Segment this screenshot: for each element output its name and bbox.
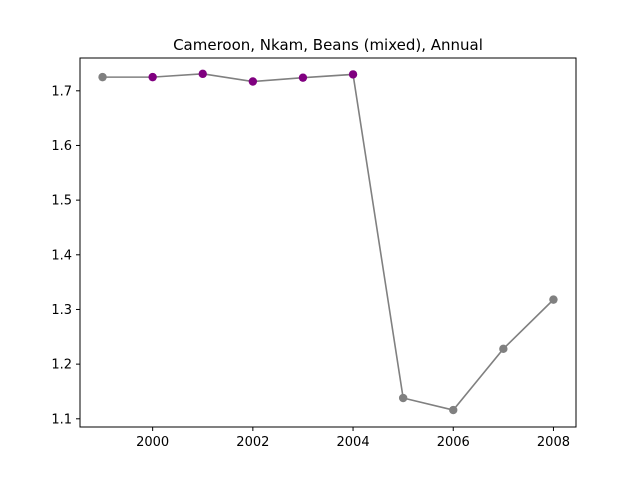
- y-tick-label: 1.7: [51, 84, 72, 99]
- y-tick-label: 1.6: [51, 139, 72, 154]
- y-tick-label: 1.1: [51, 412, 72, 427]
- data-point-2007: [499, 344, 508, 354]
- chart-title: Cameroon, Nkam, Beans (mixed), Annual: [173, 36, 483, 54]
- data-point-2004: [348, 70, 358, 79]
- series-line: [102, 73, 555, 411]
- data-point-2001: [198, 69, 207, 79]
- axes: 2000 2002 2004 2006 2008 1.1 1.2 1.3 1.4 1.5 1.6 1.…: [51, 84, 570, 450]
- data-point-2006: [449, 405, 458, 415]
- x-tick-label: 2002: [236, 435, 269, 450]
- data-point-1999: [98, 72, 107, 82]
- y-tick-label: 1.2: [51, 358, 72, 373]
- data-point-2002: [248, 77, 258, 86]
- plot-area: [98, 69, 558, 415]
- data-point-2000: [148, 72, 157, 82]
- y-tick-label: 1.5: [51, 194, 72, 209]
- axes-frame: [79, 57, 577, 428]
- y-tick-label: 1.4: [51, 248, 72, 263]
- x-tick-label: 2000: [136, 435, 169, 450]
- x-tick-label: 2004: [337, 435, 370, 450]
- data-point-2008: [549, 295, 558, 304]
- data-point-2003: [298, 73, 308, 82]
- data-point-2005: [398, 393, 408, 403]
- x-tick-label: 2008: [537, 435, 570, 450]
- y-tick-label: 1.3: [51, 303, 72, 318]
- x-tick-label: 2006: [437, 435, 470, 450]
